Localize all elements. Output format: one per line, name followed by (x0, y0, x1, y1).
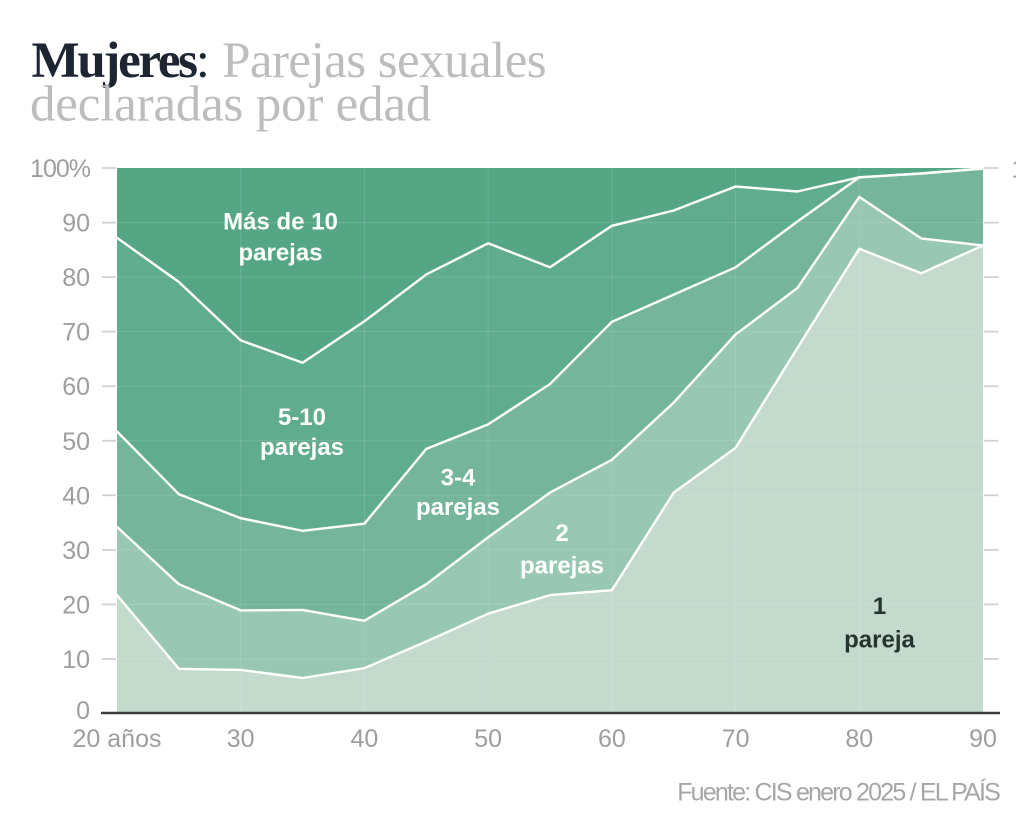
svg-text:80: 80 (62, 264, 90, 292)
svg-text:5-10: 5-10 (278, 404, 326, 431)
svg-text:50: 50 (62, 428, 90, 456)
svg-text:40: 40 (350, 725, 378, 753)
svg-text:Más de 10: Más de 10 (223, 208, 338, 235)
svg-text:90: 90 (969, 725, 997, 753)
svg-text:Mujeres: Parejas sexuales: Mujeres: Parejas sexuales (32, 33, 547, 89)
svg-text:20 años: 20 años (73, 725, 162, 753)
svg-text:100%: 100% (30, 155, 91, 183)
svg-text:40: 40 (62, 482, 90, 510)
svg-text:Fuente: CIS enero 2025 / EL PA: Fuente: CIS enero 2025 / EL PAÍS (677, 778, 1000, 807)
svg-text:parejas: parejas (238, 240, 322, 267)
svg-text:parejas: parejas (416, 494, 500, 521)
svg-text:50: 50 (474, 725, 502, 753)
svg-text:60: 60 (62, 373, 90, 401)
svg-text:60: 60 (598, 725, 626, 753)
svg-text:10: 10 (62, 646, 90, 674)
svg-text:1: 1 (873, 593, 886, 620)
svg-text:70: 70 (722, 725, 750, 753)
svg-text:parejas: parejas (520, 553, 604, 580)
svg-text:3-4: 3-4 (441, 464, 476, 491)
svg-text:100%: 100% (1012, 156, 1016, 184)
svg-text:declaradas por edad: declaradas por edad (30, 77, 431, 133)
svg-text:pareja: pareja (844, 627, 915, 654)
svg-text:30: 30 (62, 537, 90, 565)
svg-text:2: 2 (555, 520, 568, 547)
svg-text:parejas: parejas (260, 434, 344, 461)
svg-text:20: 20 (62, 591, 90, 619)
svg-text:80: 80 (845, 725, 873, 753)
svg-text:70: 70 (62, 319, 90, 347)
svg-text:0: 0 (76, 697, 90, 725)
svg-text:90: 90 (62, 210, 90, 238)
svg-text:30: 30 (227, 725, 255, 753)
